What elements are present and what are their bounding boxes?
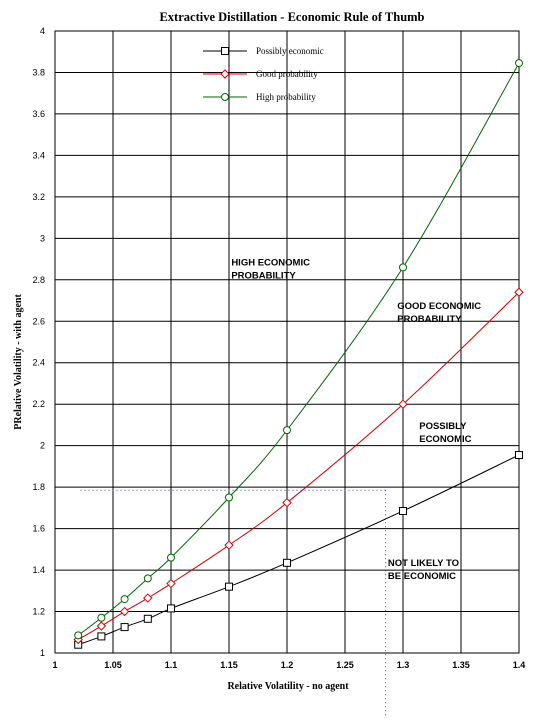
annotation-line: PROBABILITY — [231, 270, 296, 281]
data-point — [96, 621, 107, 631]
annotation-line: POSSIBLY — [419, 421, 467, 432]
data-point — [283, 426, 291, 435]
y-tick-label: 3.4 — [32, 150, 45, 160]
annotation-line: GOOD ECONOMIC — [397, 301, 481, 312]
tick-labels: 1 1.05 1.1 1.15 1.2 1.25 1.3 1.35 1.4 1 1.2 1.4 1.6 1… — [32, 26, 525, 670]
y-tick-label: 2.4 — [32, 358, 45, 368]
annotation-line: NOT LIKELY TO — [388, 558, 459, 569]
x-tick-label: 1.35 — [452, 660, 470, 670]
data-point — [97, 613, 106, 622]
data-point — [97, 632, 106, 641]
annotation-label: HIGH ECONOMIC PROBABILITY — [231, 257, 310, 281]
y-axis-label: PRelative Volatility - with agent — [13, 294, 24, 430]
data-point — [515, 59, 523, 68]
data-point — [398, 399, 408, 409]
series-square — [74, 450, 523, 649]
data-point — [167, 553, 175, 562]
series-line — [77, 62, 520, 636]
x-tick-label: 1.25 — [336, 660, 354, 670]
y-tick-label: 1 — [40, 648, 45, 658]
y-tick-label: 1.4 — [32, 565, 45, 575]
annotation-line: PROBABILITY — [397, 314, 462, 325]
y-tick-label: 4 — [40, 26, 45, 36]
legend-item: Possibly economic — [203, 46, 324, 56]
annotation-line: HIGH ECONOMIC — [231, 257, 310, 268]
x-tick-label: 1.1 — [165, 660, 178, 670]
x-tick-label: 1.4 — [513, 660, 526, 670]
legend-marker — [221, 93, 229, 101]
x-tick-label: 1.15 — [220, 660, 238, 670]
x-tick-label: 1 — [52, 660, 57, 670]
legend-label: High probability — [256, 92, 316, 102]
legend-marker — [221, 47, 229, 55]
y-tick-label: 2 — [40, 441, 45, 451]
data-point — [167, 604, 175, 613]
y-tick-label: 3.2 — [32, 192, 45, 202]
annotation-label: POSSIBLY ECONOMIC — [419, 421, 471, 445]
y-tick-label: 2.8 — [32, 275, 45, 285]
y-tick-label: 2.6 — [32, 316, 45, 326]
data-point — [143, 614, 152, 623]
y-tick-label: 1.8 — [32, 482, 45, 492]
series-lines — [73, 59, 524, 649]
y-tick-label: 3 — [40, 233, 45, 243]
legend-item: High probability — [203, 92, 316, 102]
annotation-line: ECONOMIC — [419, 434, 471, 445]
legend-item: Good probability — [203, 69, 318, 79]
legend: Possibly economic Good probability High pr… — [203, 46, 324, 102]
annotations: HIGH ECONOMIC PROBABILITY GOOD ECONOMIC PRO… — [231, 257, 481, 582]
y-tick-label: 3.8 — [32, 67, 45, 77]
data-point — [399, 506, 407, 515]
grid — [54, 30, 520, 654]
y-tick-label: 1.6 — [32, 524, 45, 534]
data-point — [399, 263, 407, 272]
annotation-label: GOOD ECONOMIC PROBABILITY — [397, 301, 481, 325]
data-point — [143, 593, 153, 603]
x-tick-label: 1.3 — [397, 660, 410, 670]
reference-lines — [80, 489, 387, 718]
data-point — [166, 578, 176, 589]
x-tick-label: 1.2 — [281, 660, 294, 670]
data-point — [74, 631, 83, 640]
y-tick-label: 3.6 — [32, 109, 45, 119]
series-circle — [74, 59, 523, 640]
data-point — [143, 574, 152, 583]
data-point — [120, 623, 129, 632]
data-point — [225, 493, 233, 502]
y-tick-label: 2.2 — [32, 399, 45, 409]
data-point — [283, 558, 291, 567]
y-tick-label: 1.2 — [32, 607, 45, 617]
legend-marker — [220, 69, 230, 79]
data-point — [225, 582, 233, 591]
data-point — [224, 540, 234, 550]
data-point — [515, 450, 523, 459]
legend-label: Good probability — [256, 69, 318, 79]
chart-title: Extractive Distillation - Economic Rule … — [159, 10, 424, 24]
x-tick-label: 1.05 — [104, 660, 122, 670]
data-point — [514, 287, 524, 297]
data-point — [282, 497, 292, 508]
x-axis-label: Relative Volatility - no agent — [227, 681, 349, 692]
legend-label: Possibly economic — [256, 46, 324, 56]
data-point — [120, 595, 129, 604]
annotation-line: BE ECONOMIC — [388, 571, 456, 582]
annotation-label: NOT LIKELY TO BE ECONOMIC — [388, 558, 459, 582]
data-point — [119, 606, 130, 617]
